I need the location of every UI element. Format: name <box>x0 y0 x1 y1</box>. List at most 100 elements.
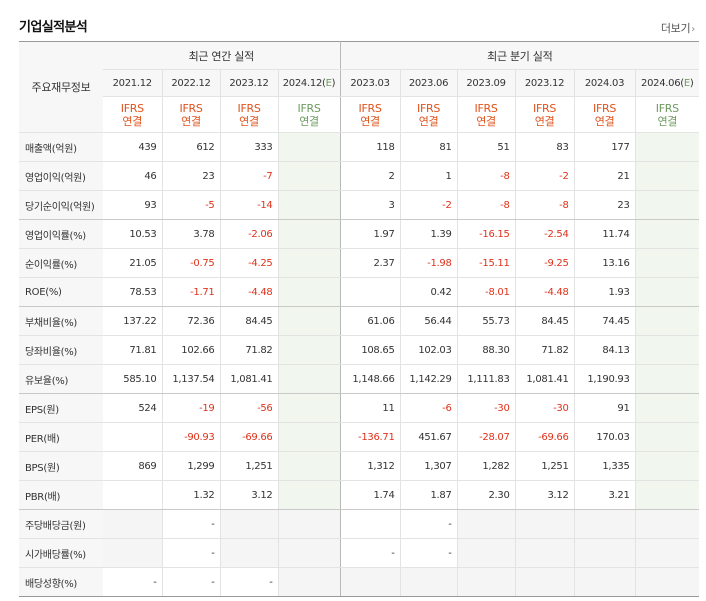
period-header: 2024.03 <box>573 69 636 97</box>
table-cell <box>277 219 341 249</box>
table-cell: -1.71 <box>161 277 220 307</box>
table-cell <box>103 422 162 452</box>
ifrs-label: IFRS <box>297 101 321 115</box>
row-label: PER(배) <box>19 422 103 452</box>
table-cell: 83 <box>514 132 575 162</box>
table-cell: -6 <box>399 393 458 423</box>
table-row: 순이익률(%) 21.05 -0.75 -4.25 2.37 -1.98 -15.11 -9.… <box>19 248 700 278</box>
quarter-group-header: 최근 분기 실적 <box>340 41 700 70</box>
ifrs-label: IFRS <box>474 101 498 115</box>
period-header: 2023.09 <box>456 69 516 97</box>
row-label: 시가배당률(%) <box>19 538 103 568</box>
table-row: PBR(배) 1.32 3.12 1.74 1.87 2.30 3.12 3.21 <box>19 480 700 510</box>
table-cell: 524 <box>103 393 162 423</box>
table-cell <box>277 190 341 220</box>
table-cell: 13.16 <box>573 248 636 278</box>
table-cell: 118 <box>340 132 401 162</box>
ifrs-consolidated-label: IFRS 연결 <box>399 96 458 133</box>
table-cell: 1.74 <box>340 480 401 510</box>
table-cell: 3.12 <box>514 480 575 510</box>
table-cell: 84.45 <box>219 306 278 336</box>
table-cell <box>399 567 458 597</box>
table-cell: - <box>103 567 162 597</box>
table-cell <box>634 422 700 452</box>
table-cell: -15.11 <box>456 248 516 278</box>
table-row: 주당배당금(원) - - <box>19 509 700 539</box>
table-cell <box>634 219 700 249</box>
table-cell: -69.66 <box>514 422 575 452</box>
table-cell: 1,111.83 <box>456 364 516 394</box>
table-cell: -7 <box>219 161 278 191</box>
table-cell: 1,282 <box>456 451 516 481</box>
ifrs-label: IFRS <box>417 101 441 115</box>
table-row: BPS(원) 869 1,299 1,251 1,312 1,307 1,282 1,251 1… <box>19 451 700 481</box>
table-cell: 72.36 <box>161 306 220 336</box>
consolidated-label: 연결 <box>594 114 615 128</box>
table-cell: -28.07 <box>456 422 516 452</box>
table-row: 영업이익률(%) 10.53 3.78 -2.06 1.97 1.39 -16.15 -2.5… <box>19 219 700 249</box>
consolidated-label: 연결 <box>360 114 380 128</box>
table-row: 매출액(억원) 439 612 333 118 81 51 83 177 <box>19 132 700 162</box>
table-cell: 21 <box>573 161 636 191</box>
period-header: 2024.12(E) <box>277 69 341 97</box>
table-cell: 0.42 <box>399 277 458 307</box>
row-label: 당기순이익(억원) <box>19 190 103 220</box>
ifrs-consolidated-label: IFRS 연결 <box>277 96 341 133</box>
table-cell: -56 <box>219 393 278 423</box>
table-cell: 451.67 <box>399 422 458 452</box>
ifrs-consolidated-label: IFRS 연결 <box>573 96 636 133</box>
consolidated-label: 연결 <box>239 114 259 128</box>
table-cell: -2.06 <box>219 219 278 249</box>
table-cell <box>573 567 636 597</box>
period-header: 2023.03 <box>340 69 401 97</box>
table-cell <box>634 567 700 597</box>
table-cell: 108.65 <box>340 335 401 365</box>
table-cell <box>277 248 341 278</box>
table-cell: - <box>161 567 220 597</box>
ifrs-consolidated-label: IFRS 연결 <box>456 96 516 133</box>
table-cell <box>277 480 341 510</box>
row-label: BPS(원) <box>19 451 103 481</box>
table-cell <box>634 451 700 481</box>
table-cell: -9.25 <box>514 248 575 278</box>
table-cell: -4.25 <box>219 248 278 278</box>
table-cell: - <box>399 509 458 539</box>
table-cell <box>573 509 636 539</box>
period-header: 2023.12 <box>219 69 278 97</box>
table-cell: 1,307 <box>399 451 458 481</box>
row-label: 주당배당금(원) <box>19 509 103 539</box>
row-label: ROE(%) <box>19 277 103 307</box>
table-cell: 93 <box>103 190 162 220</box>
more-link[interactable]: 더보기› <box>661 20 695 36</box>
table-cell: -8 <box>456 161 516 191</box>
table-cell: -4.48 <box>514 277 575 307</box>
table-cell <box>634 161 700 191</box>
table-cell: 74.45 <box>573 306 636 336</box>
table-cell <box>277 393 341 423</box>
consolidated-label: 연결 <box>122 114 143 128</box>
table-cell <box>634 538 700 568</box>
table-cell: 1.32 <box>161 480 220 510</box>
ifrs-consolidated-label: IFRS 연결 <box>514 96 575 133</box>
table-cell: 1.39 <box>399 219 458 249</box>
ifrs-label: IFRS <box>237 101 261 115</box>
consolidated-label: 연결 <box>657 114 678 128</box>
table-cell: 170.03 <box>573 422 636 452</box>
table-cell <box>103 480 162 510</box>
table-cell: 1,251 <box>514 451 575 481</box>
ifrs-label: IFRS <box>120 101 144 115</box>
row-label: EPS(원) <box>19 393 103 423</box>
table-cell <box>277 335 341 365</box>
table-cell: 1,251 <box>219 451 278 481</box>
ifrs-consolidated-label: IFRS 연결 <box>340 96 401 133</box>
table-cell <box>103 509 162 539</box>
table-row: 당기순이익(억원) 93 -5 -14 3 -2 -8 -8 23 <box>19 190 700 220</box>
table-cell: 11 <box>340 393 401 423</box>
table-cell <box>277 277 341 307</box>
table-cell: -69.66 <box>219 422 278 452</box>
table-cell: 1,312 <box>340 451 401 481</box>
table-cell: -5 <box>161 190 220 220</box>
table-cell: -2 <box>514 161 575 191</box>
table-cell: 3 <box>340 190 401 220</box>
ifrs-consolidated-label: IFRS 연결 <box>103 96 162 133</box>
